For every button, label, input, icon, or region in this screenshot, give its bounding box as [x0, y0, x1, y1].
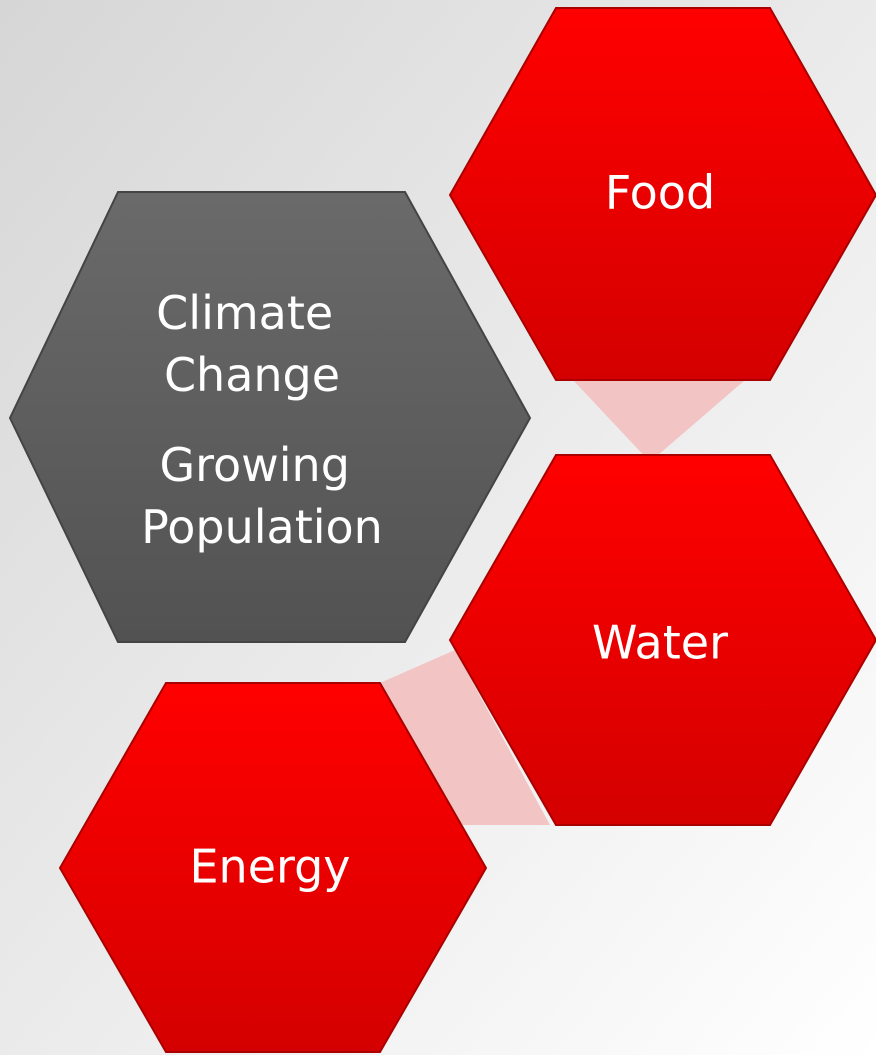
hexagon [448, 454, 876, 826]
hexagon [58, 682, 488, 1053]
node-label: Food [605, 166, 715, 220]
node-label: Climate Change [156, 286, 348, 402]
node-label: Energy [189, 840, 350, 894]
hexagon [8, 191, 532, 643]
node-label: Growing Population [141, 438, 383, 554]
node-label: Water [592, 616, 728, 670]
connector [573, 380, 745, 462]
hexagon [448, 7, 876, 381]
